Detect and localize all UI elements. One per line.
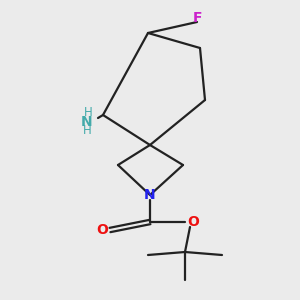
Text: H: H xyxy=(84,106,92,119)
Text: F: F xyxy=(192,11,202,25)
Text: O: O xyxy=(187,215,199,229)
Text: O: O xyxy=(96,223,108,237)
Text: H: H xyxy=(82,124,91,137)
Text: N: N xyxy=(81,115,93,129)
Text: N: N xyxy=(144,188,156,202)
